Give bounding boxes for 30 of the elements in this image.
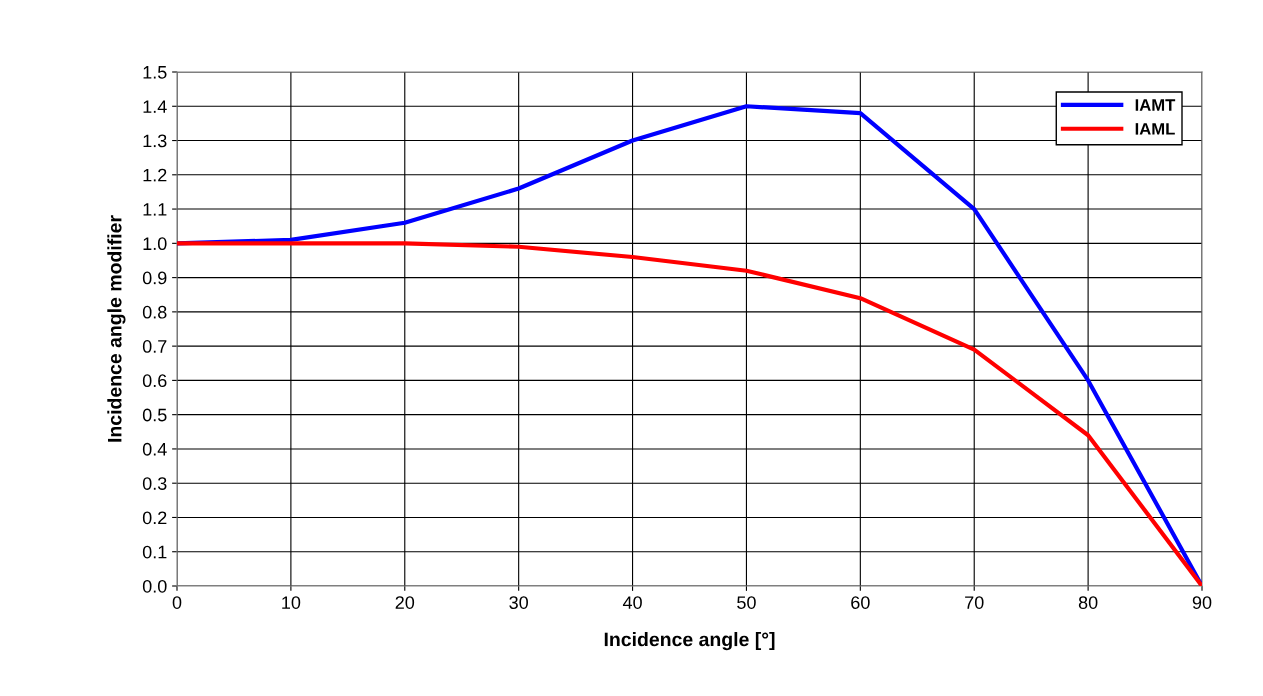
y-tick-label: 1.1 xyxy=(143,203,167,216)
x-tick-label: 50 xyxy=(737,596,756,609)
y-tick-label: 0.8 xyxy=(142,305,167,319)
x-tick-label: 0 xyxy=(172,596,182,609)
legend-label: IAML xyxy=(1135,123,1175,135)
x-tick-label: 60 xyxy=(851,596,870,609)
y-tick-label: 0.0 xyxy=(142,579,167,593)
y-tick-label: 0.4 xyxy=(142,442,167,456)
x-tick-label: 30 xyxy=(509,596,528,609)
x-tick-label: 10 xyxy=(282,596,301,609)
x-tick-label: 80 xyxy=(1078,596,1098,609)
legend-label: IAMT xyxy=(1135,99,1176,111)
y-tick-label: 1.2 xyxy=(143,168,167,182)
y-tick-label: 0.3 xyxy=(142,477,167,490)
y-tick-label: 1.0 xyxy=(143,237,167,251)
y-tick-label: 1.4 xyxy=(143,100,167,113)
y-tick-label: 0.7 xyxy=(142,340,167,353)
x-tick-label: 40 xyxy=(622,596,642,609)
y-axis-title: Incidence angle modifier xyxy=(107,215,126,442)
x-tick-label: 70 xyxy=(965,596,984,609)
y-tick-label: 1.5 xyxy=(143,66,167,79)
x-axis-title: Incidence angle [°] xyxy=(604,632,775,651)
y-tick-label: 0.9 xyxy=(142,271,167,285)
x-tick-label: 20 xyxy=(395,596,415,609)
y-tick-label: 1.3 xyxy=(143,134,167,148)
x-tick-label: 90 xyxy=(1192,596,1212,609)
y-tick-label: 0.2 xyxy=(142,511,167,525)
y-tick-label: 0.6 xyxy=(142,374,167,388)
y-tick-label: 0.1 xyxy=(142,545,167,559)
y-tick-label: 0.5 xyxy=(142,408,167,422)
